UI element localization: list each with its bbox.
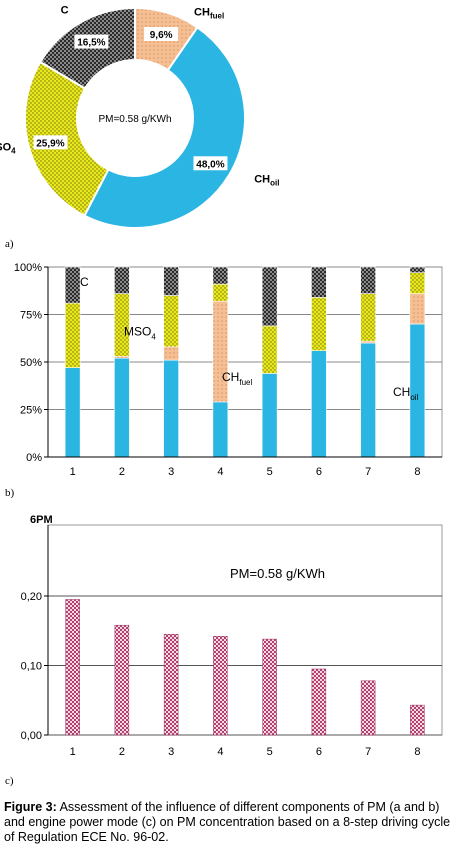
bar-segment-mso-4	[311, 297, 327, 351]
pm-bar-chart: 0,00 0,10 0,20 1 2 3 4 5 6 7 8 6PM PM=0.58 g/KWh	[21, 514, 443, 758]
bar-segment-mso-4	[212, 283, 229, 302]
pm-bar	[360, 680, 376, 736]
x-tick-label: 2	[119, 466, 125, 478]
x-tick-label: 7	[365, 746, 371, 758]
bar-segment-c	[114, 266, 130, 294]
pie-center-text: PM=0.58 g/KWh	[98, 114, 171, 125]
pie-value-label: 25,9%	[36, 138, 64, 149]
x-tick-label: 6	[316, 466, 322, 478]
pm-bar	[163, 633, 179, 736]
plot-frame	[47, 524, 443, 736]
bar-segment-c	[409, 266, 426, 273]
x-tick-label: 4	[217, 466, 223, 478]
pie-category-label: C	[61, 5, 69, 17]
x-tick-label: 8	[414, 466, 420, 478]
bar-segment-mso-4	[360, 293, 376, 342]
y-tick-label: 0,10	[21, 661, 42, 673]
y-axis-label: 6PM	[30, 514, 53, 526]
y-tick-label: 75%	[20, 310, 42, 322]
panel-a: 9,6% CHfuel 48,0% CHoil 25,9% MSO4 16,5% C PM=0.…	[0, 0, 459, 250]
x-tick-label: 3	[168, 466, 174, 478]
y-tick-label: 50%	[20, 357, 42, 369]
pm-bar	[311, 668, 327, 736]
bar-segment-mso-4	[409, 272, 426, 294]
annotation-mso4: MSO4	[124, 324, 156, 341]
bar-segment-c	[360, 266, 376, 294]
panel-c: 0,00 0,10 0,20 1 2 3 4 5 6 7 8 6PM PM=0.58 g/KWh c)	[0, 505, 459, 795]
pie-value-box	[144, 26, 179, 41]
bar-segment-ch-fuel	[163, 346, 179, 361]
bar-segment-mso-4	[64, 302, 81, 368]
bar-segment-c	[163, 266, 179, 296]
pie-slice-ch-oil	[83, 26, 246, 230]
pm-bar	[65, 599, 80, 736]
annotation-c: C	[80, 275, 89, 289]
stacked-bar-chart: 0% 25% 50% 75% 100% 1 2 3 4 5 6 7 8 C MSO4 CHfuel CHoil	[14, 262, 443, 478]
pm-bar	[114, 624, 130, 736]
y-tick-label: 0,20	[21, 591, 42, 603]
pie-value-box	[33, 135, 68, 150]
figure-caption: Figure 3: Assessment of the influence of…	[4, 800, 456, 845]
caption-text: Assessment of the influence of different…	[4, 800, 451, 844]
bar-segment-ch-oil	[114, 357, 130, 458]
bar-segment-ch-oil	[212, 401, 229, 458]
x-tick-label: 2	[119, 746, 125, 758]
bar-segment-ch-fuel	[409, 293, 426, 325]
bar-segment-ch-oil	[360, 342, 376, 458]
x-tick-label: 5	[267, 466, 273, 478]
y-tick-label: 25%	[20, 405, 42, 417]
bar-segment-ch-oil	[261, 373, 278, 458]
pie-value-label: 48,0%	[196, 159, 224, 170]
pie-category-label: MSO4	[0, 142, 16, 156]
pie-value-label: 16,5%	[77, 38, 105, 49]
x-tick-label: 6	[316, 746, 322, 758]
annotation-chfuel: CHfuel	[222, 370, 252, 387]
bar-segment-ch-fuel	[212, 300, 229, 403]
pm-bar	[262, 638, 277, 736]
x-tick-label: 3	[168, 746, 174, 758]
x-tick-label: 5	[267, 746, 273, 758]
y-tick-label: 100%	[14, 262, 42, 274]
pie-category-label: CHoil	[254, 174, 279, 188]
y-tick-label: 0,00	[21, 730, 42, 742]
x-tick-label: 7	[365, 466, 371, 478]
bar-segment-ch-oil	[311, 350, 327, 458]
pm-bar	[410, 704, 425, 736]
x-tick-label: 4	[217, 746, 223, 758]
pm-bar	[213, 636, 228, 736]
bar-segment-mso-4	[163, 295, 179, 348]
panel-label-c: c)	[5, 775, 14, 787]
pie-category-label: CHfuel	[194, 6, 224, 20]
chart-title: PM=0.58 g/KWh	[230, 566, 325, 581]
pie-chart: 9,6% CHfuel 48,0% CHoil 25,9% MSO4 16,5% C PM=0.…	[0, 5, 279, 230]
panel-b: 0% 25% 50% 75% 100% 1 2 3 4 5 6 7 8 C MSO4 CHfuel CHoil…	[0, 255, 459, 500]
x-tick-label: 1	[70, 466, 76, 478]
bar-segment-c	[64, 266, 81, 304]
annotation-choil: CHoil	[393, 385, 419, 402]
bar-segment-ch-oil	[163, 359, 179, 458]
bar-segment-mso-4	[261, 325, 278, 374]
bar-segment-c	[212, 266, 229, 285]
bar-segment-ch-oil	[409, 323, 426, 458]
bar-segment-c	[261, 266, 278, 327]
bar-segment-c	[311, 266, 327, 298]
panel-label-b: b)	[5, 487, 15, 499]
bar-segment-ch-oil	[64, 367, 81, 458]
pie-value-box	[193, 156, 228, 171]
caption-prefix: Figure 3:	[4, 800, 57, 814]
pie-value-label: 9,6%	[150, 30, 173, 41]
pie-value-box	[74, 34, 109, 49]
x-tick-label: 8	[414, 746, 420, 758]
panel-label-a: a)	[5, 238, 14, 250]
x-tick-label: 1	[70, 746, 76, 758]
y-tick-label: 0%	[26, 452, 42, 464]
